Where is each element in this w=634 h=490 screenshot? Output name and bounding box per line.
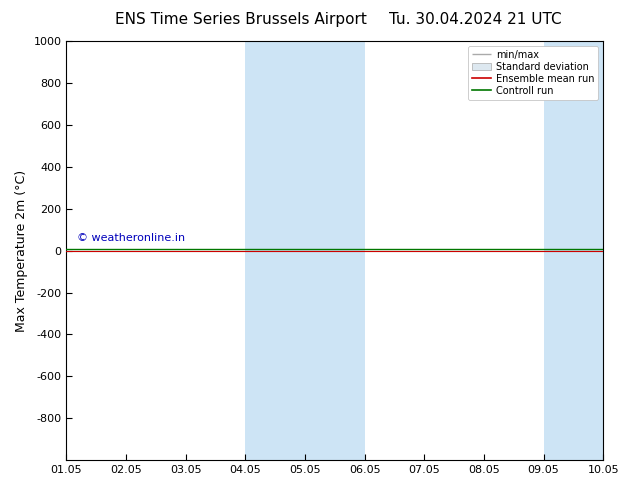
Bar — [543, 41, 633, 460]
Text: ENS Time Series Brussels Airport: ENS Time Series Brussels Airport — [115, 12, 367, 27]
Text: © weatheronline.in: © weatheronline.in — [77, 233, 185, 243]
Bar — [245, 41, 365, 460]
Text: Tu. 30.04.2024 21 UTC: Tu. 30.04.2024 21 UTC — [389, 12, 562, 27]
Legend: min/max, Standard deviation, Ensemble mean run, Controll run: min/max, Standard deviation, Ensemble me… — [468, 46, 598, 99]
Y-axis label: Max Temperature 2m (°C): Max Temperature 2m (°C) — [15, 170, 28, 332]
